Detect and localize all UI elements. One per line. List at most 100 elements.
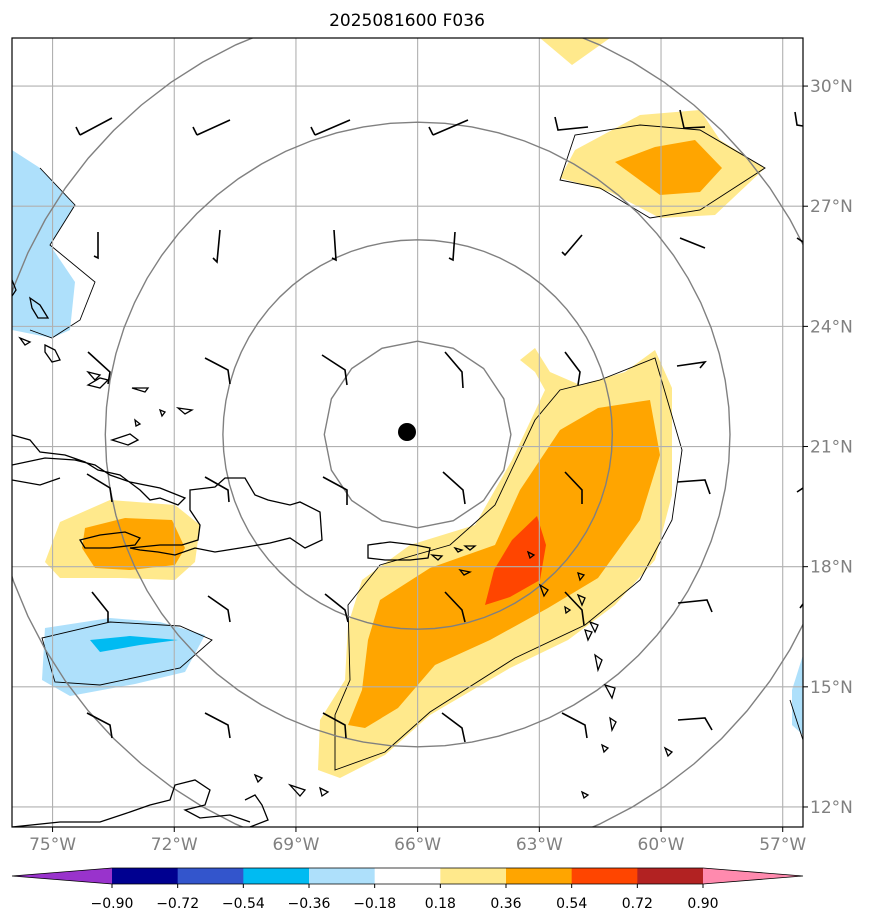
- coastline-cuba: [12, 477, 61, 486]
- wind-barb: [677, 599, 713, 613]
- range-rings: [12, 38, 803, 827]
- coastline-lesser-antilles: [609, 716, 617, 733]
- colorbar-segment: [571, 868, 638, 884]
- latitude-tick-label: 30°N: [810, 77, 853, 97]
- anomaly-fill-layer: [12, 38, 803, 778]
- coastline-bahamas: [158, 408, 167, 418]
- coastline-bahamas: [175, 407, 194, 415]
- coastline-virgin-islands: [463, 545, 477, 551]
- coastline-puerto-rico: [367, 541, 431, 561]
- colorbar-tick-label: −0.54: [222, 896, 265, 912]
- latitude-tick-label: 21°N: [810, 438, 853, 458]
- colorbar-tick-labels: −0.90 −0.72 −0.54 −0.36 −0.18 0.18 0.36 0.54 0.7…: [91, 884, 719, 912]
- wind-barb: [442, 471, 466, 505]
- latitude-tick-label: 24°N: [810, 317, 853, 337]
- colorbar-tick-label: 0.18: [425, 896, 456, 912]
- wind-barb: [564, 351, 581, 386]
- wind-barb: [204, 712, 231, 739]
- wind-barb: [564, 591, 585, 626]
- wind-barb: [310, 119, 351, 136]
- wind-barb: [321, 354, 348, 386]
- coastline-virgin-islands: [429, 554, 444, 561]
- latitude-tick-label: 12°N: [810, 798, 853, 818]
- colorbar-segment: [440, 868, 507, 884]
- coastline-lesser-antilles: [600, 743, 610, 754]
- colorbar-lower-extension: [12, 868, 112, 884]
- coastline-lesser-antilles: [663, 746, 674, 758]
- coastline-bahamas: [18, 336, 32, 346]
- lat-lon-gridlines: [12, 38, 803, 827]
- coastline-bahamas: [86, 370, 102, 381]
- range-ring: [12, 38, 803, 827]
- wind-barb: [91, 591, 109, 622]
- coastline-lesser-antilles: [564, 605, 572, 615]
- range-ring: [323, 340, 512, 529]
- coastline-lesser-antilles: [576, 593, 586, 607]
- longitude-tick-label: 63°W: [516, 835, 563, 855]
- wind-barb: [87, 351, 111, 385]
- latitude-tick-label: 27°N: [810, 197, 853, 217]
- coastline-bahamas: [131, 387, 150, 393]
- map-plot-area: [12, 38, 803, 827]
- longitude-tick-label: 57°W: [759, 835, 806, 855]
- coastline-abc-islands: [287, 783, 307, 797]
- wind-barb: [212, 229, 221, 264]
- wind-barb: [322, 712, 347, 739]
- wind-barb: [322, 476, 348, 505]
- wind-barb: [75, 117, 113, 136]
- colorbar-tick-label: −0.18: [353, 896, 396, 912]
- wind-barb: [204, 357, 231, 385]
- colorbar-segment: [112, 868, 179, 884]
- strong-positive-anomaly-region: [485, 516, 546, 605]
- coastline-jamaica: [78, 531, 142, 549]
- colorbar-segment: [243, 868, 310, 884]
- latitude-tick-label: 15°N: [810, 678, 853, 698]
- coastline-lesser-antilles: [538, 583, 549, 598]
- wind-barb: [444, 351, 464, 389]
- wind-barb: [204, 476, 230, 503]
- negative-anomaly-region: [42, 618, 205, 696]
- wind-barb: [561, 712, 588, 739]
- moderate-positive-anomaly-region: [82, 518, 185, 570]
- wind-barb: [796, 487, 803, 493]
- range-ring: [222, 239, 614, 630]
- colorbar-segment: [506, 868, 573, 884]
- colorbar-tick-label: −0.72: [156, 896, 199, 912]
- wind-barb: [676, 360, 707, 369]
- colorbar-segment: [309, 868, 376, 884]
- wind-barb: [448, 231, 456, 262]
- wind-barb: [794, 111, 803, 127]
- colorbar: [11, 867, 804, 885]
- wind-barb: [86, 712, 113, 739]
- coastline-lesser-antilles: [588, 620, 599, 634]
- wind-barb: [428, 119, 469, 136]
- coastline-south-america: [12, 779, 251, 827]
- coastline-abc-islands: [253, 773, 264, 784]
- wind-barb: [93, 232, 99, 260]
- coastline-lesser-antilles: [594, 653, 603, 673]
- wind-barb: [679, 237, 706, 249]
- wind-barb: [192, 119, 231, 136]
- colorbar-tick-label: 0.36: [490, 896, 521, 912]
- colorbar-segment: [374, 868, 441, 884]
- coastline-bahamas: [29, 296, 50, 319]
- wind-barb: [444, 591, 466, 623]
- coastline-lesser-antilles: [603, 683, 616, 700]
- wind-barb: [679, 109, 706, 129]
- coastline-bahamas: [12, 279, 17, 297]
- range-ring: [104, 121, 731, 748]
- coastline-lesser-antilles: [580, 790, 590, 800]
- coastline-turks: [109, 433, 140, 446]
- map-frame: [11, 37, 804, 828]
- coastline-lesser-antilles: [526, 550, 536, 560]
- coastline-lesser-antilles: [577, 571, 586, 582]
- latitude-tick-label: 18°N: [810, 558, 853, 578]
- colorbar-tick-label: 0.90: [687, 896, 718, 912]
- wind-barb: [561, 234, 583, 257]
- moderate-positive-anomaly-region: [615, 140, 722, 195]
- longitude-tick-label: 60°W: [638, 835, 685, 855]
- positive-anomaly-region: [540, 38, 610, 65]
- longitude-tick-label: 66°W: [394, 835, 441, 855]
- longitude-tick-labels: 75°W 72°W 69°W 66°W 63°W 60°W 57°W: [29, 827, 806, 855]
